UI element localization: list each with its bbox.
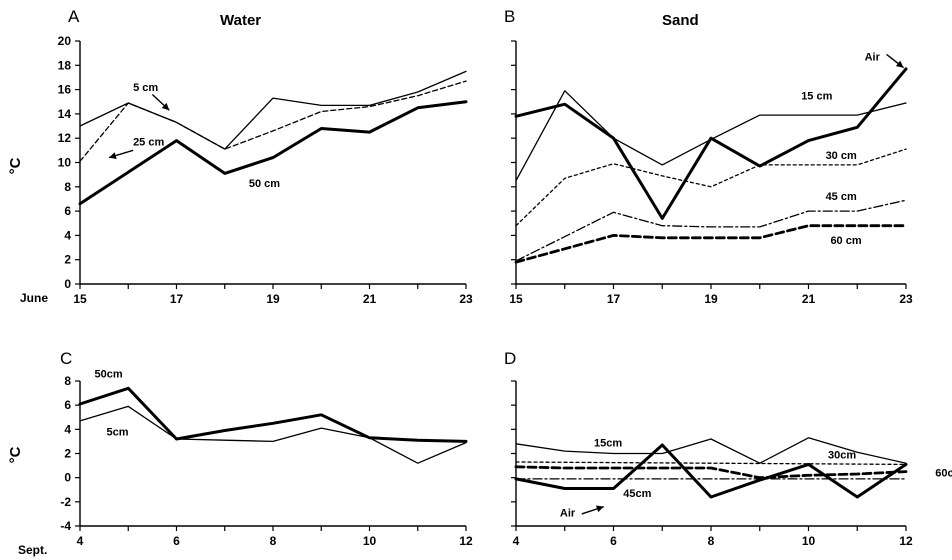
panel-b-label-45-cm: 45 cm: [826, 191, 857, 203]
panel-c-label-5cm: 5cm: [107, 426, 129, 438]
panel-a-label-25-cm: 25 cm: [133, 136, 164, 148]
panel-b-x-tick-label: 15: [509, 292, 523, 306]
panel-c-x-tick-label: 8: [270, 534, 277, 548]
panel-b-x-tick-label: 19: [704, 292, 718, 306]
panel-b-title: Sand: [662, 12, 699, 29]
panel-a-y-tick-label: 10: [58, 156, 72, 170]
panel-a-y-tick-label: 14: [58, 107, 72, 121]
panel-c-x-tick-label: 6: [173, 534, 180, 548]
panel-c-series-50cm: [78, 386, 468, 443]
panel-c-y-tick-label: 6: [64, 398, 71, 412]
bottom-y-axis-label: °C: [7, 446, 24, 463]
panel-a-y-tick-label: 16: [58, 83, 72, 97]
panel-c-x-tick-label: 10: [363, 534, 377, 548]
panel-b-arrow-air-head: [895, 60, 904, 68]
panel-d-label-45cm: 45cm: [623, 488, 651, 500]
panel-c-y-tick-label: 0: [64, 471, 71, 485]
panel-b-series-15-cm: [515, 90, 907, 182]
panel-c-y-tick-label: 8: [64, 374, 71, 388]
panel-c-letter: C: [60, 349, 72, 368]
panel-d-series-air: [514, 443, 908, 499]
panel-a-arrow-25cm-head: [108, 152, 117, 159]
panel-d-x-tick-label: 12: [899, 534, 913, 548]
panel-a-y-tick-label: 2: [64, 253, 71, 267]
panel-c-y-tick-label: 2: [64, 447, 71, 461]
panel-b-series-45-cm: [515, 199, 907, 262]
panel-a-arrow-5cm-head: [161, 102, 170, 111]
panel-d-x-tick-label: 4: [513, 534, 520, 548]
panel-c-y-tick-label: -2: [60, 495, 71, 509]
panel-b-sand: B Sand 15 17 19 21 23 Air 15 cm 30 cm 45 cm 60 cm: [504, 7, 913, 306]
june-x-axis-label: June: [20, 291, 48, 305]
panel-a-x-tick-label: 21: [363, 292, 377, 306]
panel-a-y-tick-label: 18: [58, 58, 72, 72]
panel-b-series-30-cm: [515, 148, 907, 227]
panel-c-label-50cm: 50cm: [94, 368, 122, 380]
panel-a-series-50-cm: [78, 100, 468, 206]
panel-b-label-15-cm: 15 cm: [801, 90, 832, 102]
panel-a-x-tick-label: 23: [459, 292, 473, 306]
panel-a-y-tick-label: 4: [64, 228, 71, 242]
panel-d-x-tick-label: 10: [802, 534, 816, 548]
panel-c-y-tick-label: -4: [60, 519, 71, 533]
panel-a-y-tick-label: 8: [64, 180, 71, 194]
panel-d-series-60cm: [514, 465, 908, 480]
panel-c-series-5cm: [79, 405, 467, 464]
panel-d-label-30cm: 30cm: [828, 449, 856, 461]
panel-d-arrow-air-head: [596, 505, 604, 513]
panel-b-series-60-cm: [514, 224, 908, 264]
sept-x-axis-label: Sept.: [18, 543, 47, 557]
panel-d-series-15cm: [515, 437, 907, 464]
panel-d-label-15cm: 15cm: [594, 437, 622, 449]
panel-a-series-25-cm: [79, 80, 467, 162]
panel-a-y-tick-label: 0: [64, 277, 71, 291]
panel-a-x-tick-label: 15: [73, 292, 87, 306]
panel-a-x-tick-label: 17: [170, 292, 184, 306]
panel-a-label-5-cm: 5 cm: [133, 82, 158, 94]
panel-d-series-30cm: [515, 461, 907, 466]
panel-a-label-50-cm: 50 cm: [249, 178, 280, 190]
panel-d-x-tick-label: 8: [708, 534, 715, 548]
panel-b-x-tick-label: 21: [802, 292, 816, 306]
panel-d-x-tick-label: 6: [610, 534, 617, 548]
panel-c-x-tick-label: 4: [77, 534, 84, 548]
panel-d-letter: D: [504, 349, 516, 368]
top-y-axis-label: °C: [7, 157, 24, 174]
panel-c-y-tick-label: 4: [64, 422, 71, 436]
panel-b-letter: B: [504, 7, 515, 26]
panel-b-series-air: [514, 67, 908, 220]
panel-a-y-tick-label: 20: [58, 34, 72, 48]
panel-c-x-tick-label: 12: [459, 534, 473, 548]
panel-a-y-tick-label: 6: [64, 204, 71, 218]
panel-d-label-air: Air: [560, 507, 576, 519]
panel-a-letter: A: [68, 7, 80, 26]
panel-b-label-30-cm: 30 cm: [826, 150, 857, 162]
panel-b-label-air: Air: [865, 51, 881, 63]
panel-c-water-sept: C 4 6 8 10 12 -4 -2 0 2 4 6 8 50cm 5cm: [60, 349, 473, 548]
panel-b-x-tick-label: 23: [899, 292, 913, 306]
panel-a-water: A Water 15 17 19 21 23 0 2 4 6 8 10 12 14 16 18 20 5 cm 2…: [58, 7, 473, 306]
panel-a-y-tick-label: 12: [58, 131, 72, 145]
panel-a-x-tick-label: 19: [266, 292, 280, 306]
panel-a-title: Water: [220, 12, 261, 29]
panel-b-label-60-cm: 60 cm: [830, 235, 861, 247]
panel-b-x-tick-label: 17: [607, 292, 621, 306]
